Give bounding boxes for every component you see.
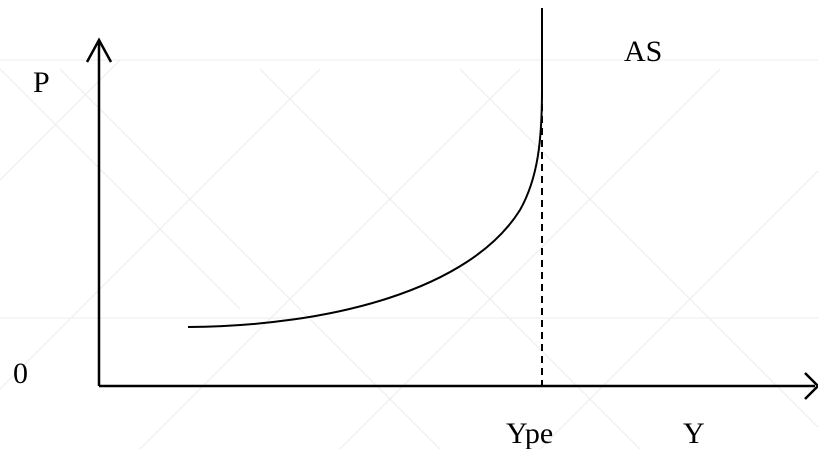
watermark-pattern xyxy=(0,59,818,449)
origin-label: 0 xyxy=(13,357,28,390)
x-axis-label: Y xyxy=(683,417,705,449)
y-axis-label: P xyxy=(33,66,50,99)
curve-label: AS xyxy=(624,35,662,68)
potential-output-label: Ype xyxy=(506,417,553,449)
axes xyxy=(85,37,818,400)
x-axis-arrowhead xyxy=(804,372,818,400)
as-curve xyxy=(187,8,543,328)
y-axis-arrowhead xyxy=(85,37,113,63)
